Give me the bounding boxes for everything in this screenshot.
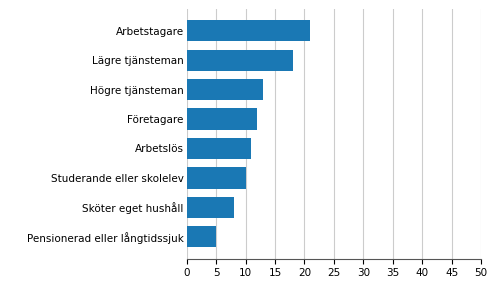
Bar [187, 20, 310, 41]
Bar [187, 167, 246, 188]
Bar [187, 138, 251, 159]
Bar [187, 108, 257, 130]
Bar [187, 197, 234, 218]
Bar [187, 226, 216, 247]
Bar [187, 79, 263, 100]
Bar [187, 50, 293, 71]
